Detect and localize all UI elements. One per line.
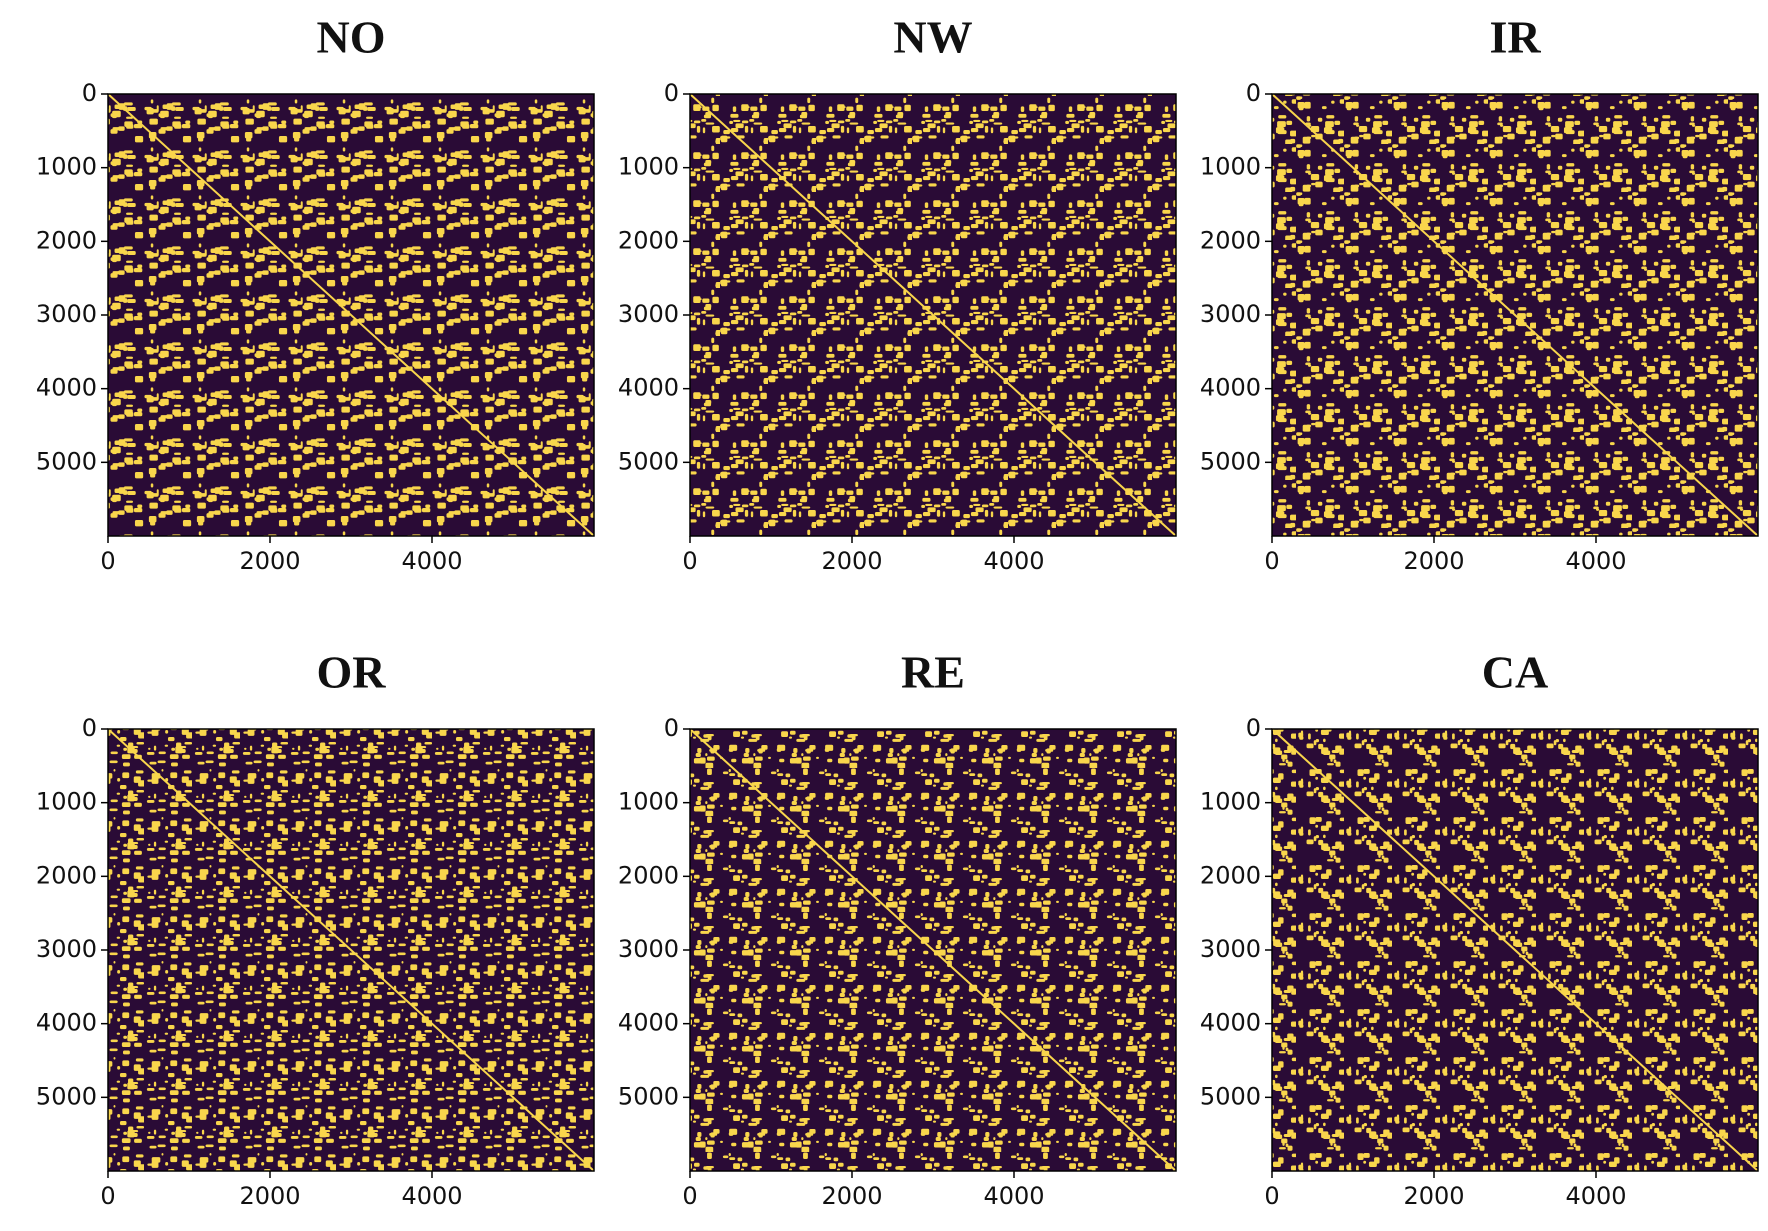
y-tick-label: 5000 [1200, 1082, 1261, 1110]
x-tick-label: 2000 [821, 547, 882, 575]
y-tick-label: 0 [664, 714, 679, 742]
x-tick-label: 2000 [239, 547, 300, 575]
x-tick-label: 0 [100, 1182, 115, 1210]
y-tick-label: 4000 [36, 1009, 97, 1037]
x-tick-label: 2000 [821, 1182, 882, 1210]
y-tick-label: 0 [1246, 79, 1261, 107]
chart-title: CA [1482, 647, 1548, 698]
y-tick-label: 3000 [618, 300, 679, 328]
y-tick-label: 1000 [36, 788, 97, 816]
y-tick-label: 4000 [618, 1009, 679, 1037]
diagonal [107, 93, 595, 537]
diagonal [689, 93, 1177, 537]
y-tick-label: 3000 [618, 935, 679, 963]
x-tick-label: 4000 [401, 1182, 462, 1210]
x-tick-label: 4000 [983, 547, 1044, 575]
y-tick-label: 1000 [1200, 788, 1261, 816]
y-tick-label: 0 [1246, 714, 1261, 742]
chart-title: IR [1489, 12, 1541, 63]
y-tick-label: 4000 [618, 374, 679, 402]
y-tick-label: 5000 [618, 1082, 679, 1110]
x-tick-label: 4000 [401, 547, 462, 575]
diagonal [1271, 93, 1759, 537]
x-tick-label: 4000 [1565, 1182, 1626, 1210]
y-tick-label: 0 [82, 714, 97, 742]
x-tick-label: 0 [100, 547, 115, 575]
y-tick-label: 4000 [1200, 374, 1261, 402]
y-tick-label: 2000 [618, 226, 679, 254]
y-tick-label: 1000 [1200, 153, 1261, 181]
x-tick-label: 2000 [1403, 547, 1464, 575]
y-tick-label: 3000 [36, 300, 97, 328]
x-tick-label: 0 [1264, 547, 1279, 575]
chart-title: NO [317, 12, 386, 63]
y-tick-label: 3000 [1200, 935, 1261, 963]
x-tick-label: 0 [1264, 1182, 1279, 1210]
diagonal [107, 728, 595, 1172]
y-tick-label: 5000 [36, 447, 97, 475]
x-tick-label: 2000 [1403, 1182, 1464, 1210]
x-tick-label: 4000 [1565, 547, 1626, 575]
diagonal [689, 728, 1177, 1172]
y-tick-label: 3000 [36, 935, 97, 963]
y-tick-label: 5000 [1200, 447, 1261, 475]
chart-title: NW [893, 12, 972, 63]
y-tick-label: 5000 [36, 1082, 97, 1110]
y-tick-label: 5000 [618, 447, 679, 475]
y-tick-label: 1000 [618, 153, 679, 181]
y-tick-label: 4000 [36, 374, 97, 402]
y-tick-label: 4000 [1200, 1009, 1261, 1037]
x-tick-label: 4000 [983, 1182, 1044, 1210]
y-tick-label: 2000 [36, 861, 97, 889]
chart-title: OR [317, 647, 387, 698]
y-tick-label: 1000 [618, 788, 679, 816]
x-tick-label: 2000 [239, 1182, 300, 1210]
chart-title: RE [901, 647, 965, 698]
y-tick-label: 2000 [36, 226, 97, 254]
y-tick-label: 2000 [1200, 861, 1261, 889]
y-tick-label: 2000 [618, 861, 679, 889]
diagonal [1271, 728, 1759, 1172]
y-tick-label: 2000 [1200, 226, 1261, 254]
y-tick-label: 0 [82, 79, 97, 107]
y-tick-label: 3000 [1200, 300, 1261, 328]
y-tick-label: 1000 [36, 153, 97, 181]
y-tick-label: 0 [664, 79, 679, 107]
x-tick-label: 0 [682, 1182, 697, 1210]
x-tick-label: 0 [682, 547, 697, 575]
